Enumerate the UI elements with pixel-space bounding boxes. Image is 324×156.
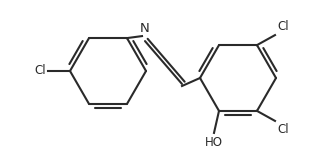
Text: Cl: Cl bbox=[34, 64, 46, 78]
Text: Cl: Cl bbox=[277, 20, 289, 33]
Text: Cl: Cl bbox=[277, 123, 289, 136]
Text: N: N bbox=[140, 22, 150, 35]
Text: HO: HO bbox=[205, 136, 223, 149]
